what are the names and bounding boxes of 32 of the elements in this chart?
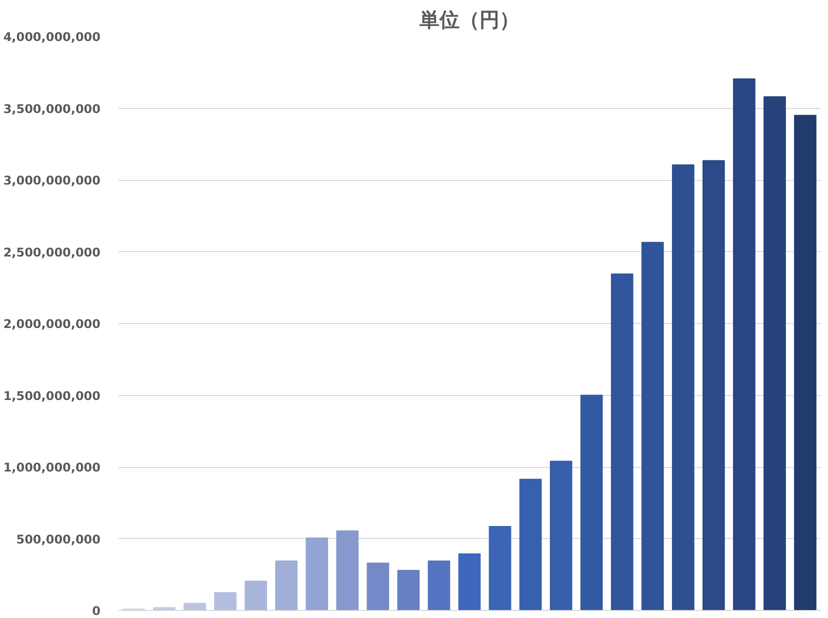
bar (610, 273, 634, 610)
bar (397, 570, 420, 610)
y-tick-label: 2,500,000,000 (3, 245, 100, 260)
bar (519, 478, 542, 610)
y-tick-label: 3,000,000,000 (3, 174, 100, 188)
bar (306, 538, 328, 610)
y-tick-label: 1,500,000,000 (3, 388, 100, 403)
bar (275, 560, 298, 610)
y-tick-label: 500,000,000 (16, 532, 100, 546)
bar (336, 530, 359, 610)
bar (244, 580, 268, 610)
bar (794, 114, 816, 610)
bar (580, 394, 603, 610)
bar (733, 78, 756, 610)
y-tick-label: 4,000,000,000 (3, 30, 100, 44)
y-tick-label: 0 (92, 604, 101, 618)
bar (214, 592, 237, 610)
bar (550, 460, 572, 610)
y-tick-label: 3,500,000,000 (3, 102, 100, 116)
y-tick-label: 2,000,000,000 (3, 317, 100, 331)
bar (428, 560, 450, 610)
bar (153, 607, 176, 610)
bar (672, 164, 694, 610)
bar (366, 562, 390, 610)
bar (764, 96, 786, 610)
bar (641, 242, 664, 610)
bar (488, 526, 512, 610)
bar (458, 553, 481, 610)
bar (702, 160, 725, 610)
chart-title: 単位（円） (418, 8, 520, 32)
y-tick-label: 1,000,000,000 (3, 460, 100, 474)
bar (184, 602, 206, 610)
